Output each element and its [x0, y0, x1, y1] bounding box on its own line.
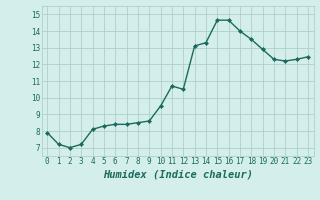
X-axis label: Humidex (Indice chaleur): Humidex (Indice chaleur) [103, 169, 252, 179]
